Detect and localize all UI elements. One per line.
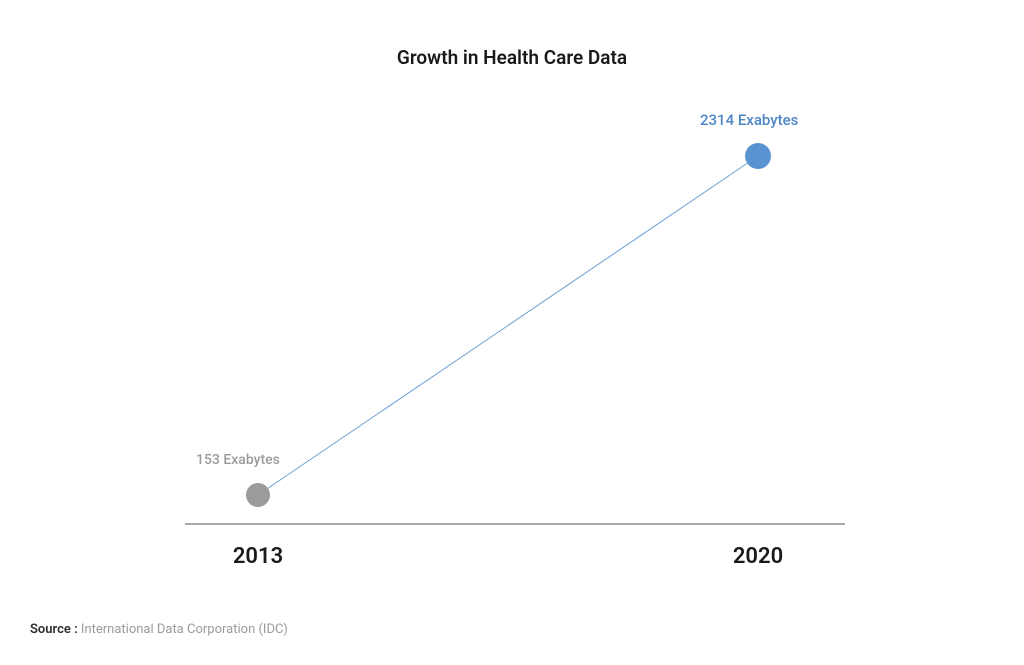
data-point-marker-1 [745,143,771,169]
data-point-marker-0 [246,483,270,507]
x-axis-tick-0: 2013 [233,544,283,569]
source-attribution: Source : International Data Corporation … [30,622,288,637]
connector-line [258,156,758,495]
x-axis-tick-1: 2020 [733,544,783,569]
source-text: International Data Corporation (IDC) [81,622,288,637]
data-point-label-0: 153 Exabytes [196,452,280,468]
data-point-label-1: 2314 Exabytes [700,111,798,129]
source-label: Source : [30,622,78,637]
chart-svg [0,0,1024,665]
chart-container: Growth in Health Care Data 153 Exabytes … [0,0,1024,665]
